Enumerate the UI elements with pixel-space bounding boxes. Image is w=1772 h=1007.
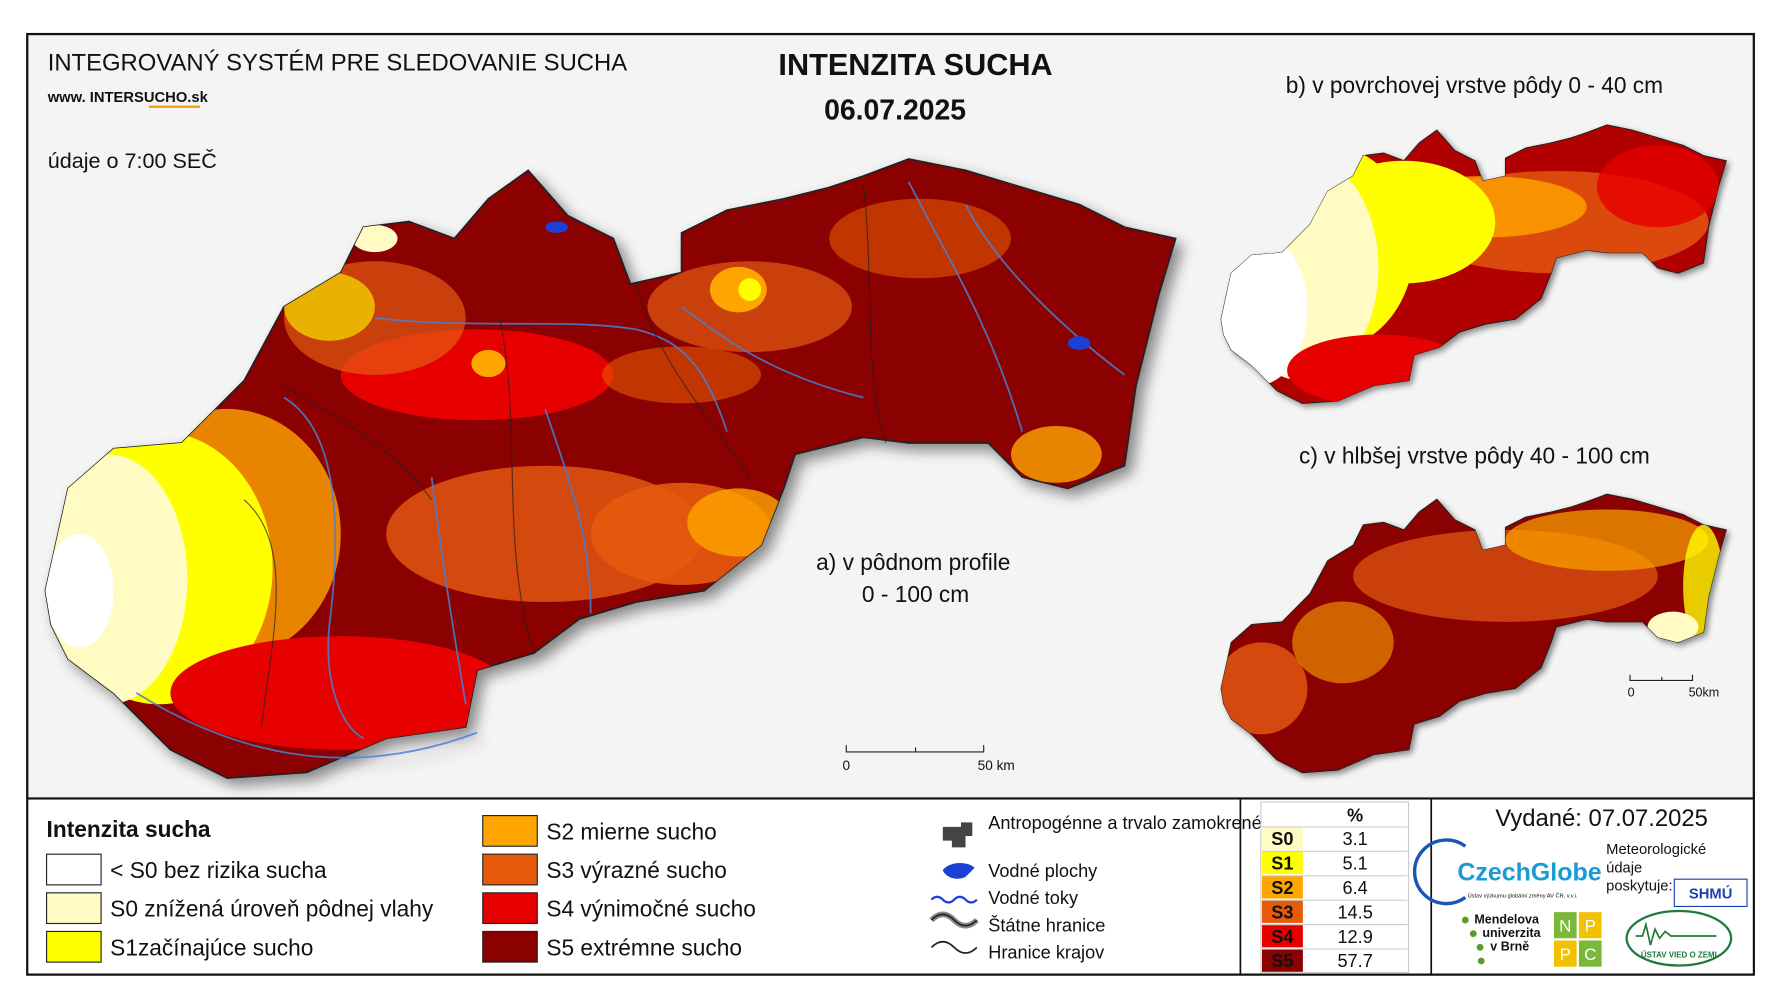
- map-c-label: c) v hlbšej vrstve pôdy 40 - 100 cm: [1299, 442, 1650, 468]
- shmu-logo: SHMÚ: [1689, 884, 1732, 902]
- stats-class: S5: [1271, 951, 1293, 971]
- scale-end: 50 km: [978, 758, 1015, 773]
- legend-swatch: [46, 930, 102, 963]
- date: 06.07.2025: [824, 94, 966, 126]
- mendel-text: v Brně: [1490, 940, 1529, 954]
- legend: < S0 bez rizika sucha S0 znížená úroveň p…: [46, 815, 756, 963]
- symbol-label: Hranice krajov: [988, 943, 1105, 963]
- stats-class-cell: [1261, 826, 1303, 850]
- issued: Vydané: 07.07.2025: [1495, 805, 1708, 832]
- meteo-text: údaje: [1606, 860, 1642, 876]
- stats-percent: 3.1: [1343, 829, 1368, 849]
- legend-label: S0 znížená úroveň pôdnej vlahy: [110, 896, 434, 922]
- stats-class: S0: [1271, 829, 1293, 849]
- scale-zero: 0: [842, 758, 850, 773]
- symbol-label: Antropogénne a trvalo zamokrené oblasti: [988, 813, 1319, 833]
- legend-swatch: [482, 892, 538, 925]
- stats-percent: 6.4: [1343, 878, 1368, 898]
- stats-class-cell: [1261, 949, 1303, 972]
- stats-percent: 5.1: [1343, 854, 1368, 874]
- stats-class-cell: [1261, 924, 1303, 948]
- map-a-label: a) v pôdnom profile: [816, 549, 1010, 575]
- title: INTENZITA SUCHA: [778, 48, 1052, 82]
- stats-table: % S0 3.1 S1 5.1 S2 6.4 S3 14.5 S4 12.9 S5 57.7: [1260, 801, 1410, 973]
- legend-label: < S0 bez rizika sucha: [110, 857, 327, 883]
- legend-swatch: [482, 815, 538, 847]
- map-b-label: b) v povrchovej vrstve pôdy 0 - 40 cm: [1286, 72, 1663, 98]
- legend-swatch: [482, 853, 538, 886]
- symbol-label: Štátne hranice: [988, 914, 1105, 935]
- czechglobe-logo: CzechGlobe: [1457, 858, 1601, 886]
- meteo-text: Meteorologické: [1606, 842, 1706, 858]
- symbol-label: Vodné toky: [988, 888, 1079, 908]
- stats-class-cell: [1261, 851, 1303, 875]
- scale-bar: [845, 745, 985, 753]
- map-c: [1220, 493, 1727, 774]
- legend-swatch: [46, 853, 102, 886]
- legend-swatch: [46, 892, 102, 925]
- legend-panel: [28, 799, 1753, 974]
- stats-percent: 57.7: [1337, 951, 1372, 971]
- mendel-text: Mendelova: [1474, 912, 1540, 926]
- stats-class: S2: [1271, 878, 1293, 898]
- map-a: [44, 158, 1177, 779]
- stats-header: %: [1347, 805, 1363, 825]
- legend-label: S4 výnimočné sucho: [546, 896, 755, 922]
- stats-class: S1: [1271, 854, 1293, 874]
- czechglobe-sub: Ústav výzkumu globální změny AV ČR, v.v.…: [1468, 892, 1578, 899]
- credits: CzechGlobe Ústav výzkumu globální změny …: [1412, 838, 1748, 967]
- nppc-letter: P: [1560, 945, 1571, 964]
- stats-percent: 12.9: [1337, 927, 1372, 947]
- map-a-depth: 0 - 100 cm: [862, 581, 969, 607]
- stats-class-cell: [1261, 875, 1303, 899]
- symbol-label: Vodné plochy: [988, 861, 1098, 881]
- legend-title: Intenzita sucha: [47, 816, 211, 842]
- nppc-letter: N: [1559, 916, 1571, 935]
- legend-swatch: [482, 930, 538, 963]
- scale-zero: 0: [1628, 685, 1635, 699]
- mendel-text: univerzita: [1482, 926, 1541, 940]
- website: www. INTERSUCHO.sk: [47, 90, 209, 106]
- uvz-logo: ÚSTAV VIED O ZEMI: [1641, 951, 1717, 960]
- scale-bar: [1629, 674, 1694, 681]
- meteo-text: poskytuje:: [1606, 879, 1672, 895]
- legend-label: S1začínajúce sucho: [110, 934, 313, 960]
- legend-label: S2 mierne sucho: [546, 818, 716, 844]
- legend-label: S3 výrazné sucho: [546, 857, 726, 883]
- legend-label: S5 extrémne sucho: [546, 934, 742, 960]
- nppc-letter: C: [1584, 945, 1596, 964]
- system-name: INTEGROVANÝ SYSTÉM PRE SLEDOVANIE SUCHA: [48, 49, 628, 76]
- stats-percent: 14.5: [1337, 902, 1372, 922]
- stats-class: S4: [1271, 927, 1293, 947]
- symbol-legend: Antropogénne a trvalo zamokrené oblasti …: [929, 813, 1319, 963]
- scale-end: 50km: [1689, 685, 1720, 699]
- stats-class: S3: [1271, 902, 1293, 922]
- stats-class-cell: [1261, 900, 1303, 923]
- time-note: údaje o 7:00 SEČ: [48, 148, 217, 173]
- nppc-letter: P: [1585, 916, 1596, 935]
